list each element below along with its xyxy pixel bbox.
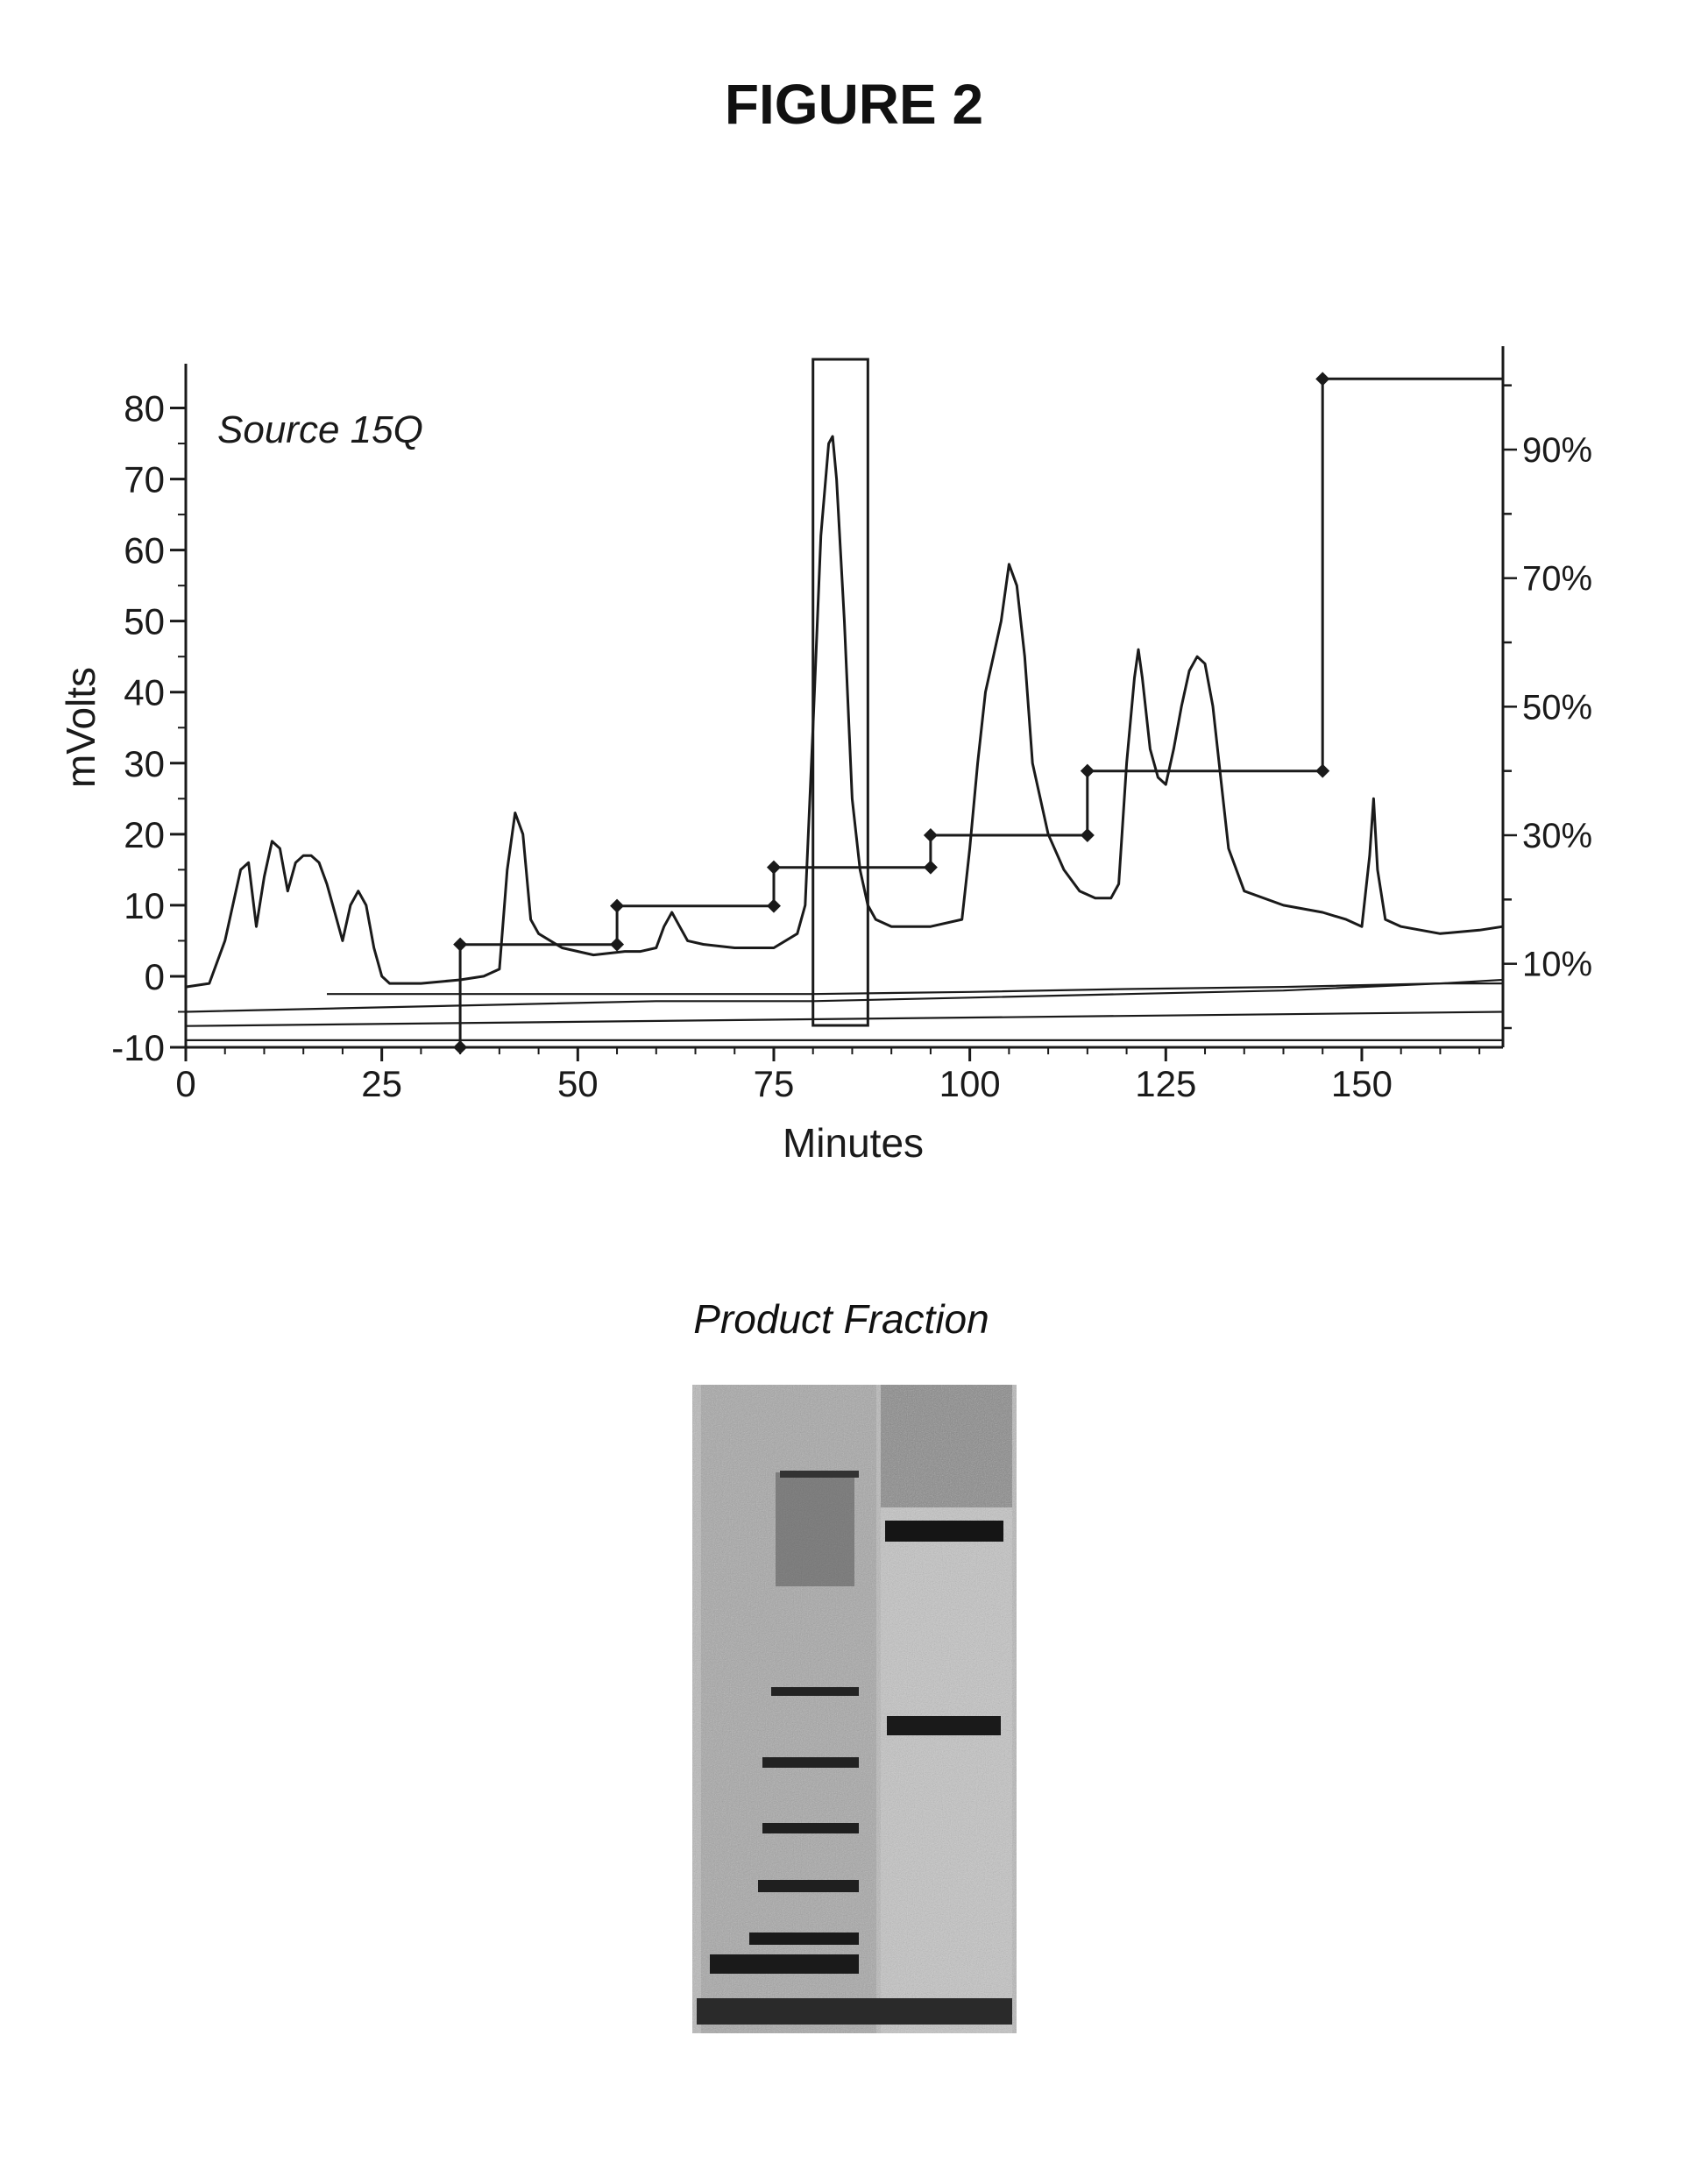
x-axis-label: Minutes: [783, 1120, 924, 1166]
y2-tick-label: 70%: [1522, 560, 1592, 599]
x-tick-label: 50: [557, 1063, 599, 1104]
y-tick-label: 10: [124, 885, 165, 926]
gel-ladder-band-2: [771, 1687, 859, 1696]
gradient-step-marker: [767, 899, 781, 913]
y2-tick-label: 90%: [1522, 431, 1592, 470]
gradient-step-marker: [1315, 372, 1329, 386]
highlight-box: [813, 359, 868, 1025]
x-tick-label: 0: [175, 1063, 195, 1104]
x-tick-label: 25: [361, 1063, 402, 1104]
gel-sample-band-2: [887, 1716, 1001, 1735]
y-tick-label: 70: [124, 459, 165, 500]
x-tick-label: 125: [1135, 1063, 1196, 1104]
y-tick-label: 60: [124, 530, 165, 571]
y-tick-label: -10: [111, 1027, 165, 1068]
y-tick-label: 30: [124, 743, 165, 784]
y-tick-label: 40: [124, 672, 165, 713]
gradient-step-marker: [924, 828, 938, 842]
x-tick-label: 150: [1331, 1063, 1393, 1104]
baseline-trace-2: [327, 980, 1503, 994]
gradient-step-marker: [610, 938, 624, 952]
y-tick-label: 0: [145, 956, 165, 997]
gel-ladder-band-3: [762, 1757, 859, 1768]
gel-ladder-smear: [776, 1472, 854, 1586]
x-tick-label: 100: [939, 1063, 1001, 1104]
gel-dye-front: [697, 1998, 1012, 2025]
y2-tick-label: 10%: [1522, 946, 1592, 984]
gradient-step-marker: [924, 861, 938, 875]
gel-title: Product Fraction: [613, 1295, 1069, 1343]
y-axis-label: mVolts: [58, 667, 103, 788]
gradient-step-marker: [1081, 828, 1095, 842]
gel-ladder-band-7: [710, 1954, 859, 1974]
gradient-step-marker: [453, 938, 467, 952]
gradient-step-marker: [1315, 764, 1329, 778]
gradient-step-marker: [610, 899, 624, 913]
gel-ladder-band-5: [758, 1880, 859, 1892]
gel-ladder-band-1: [780, 1471, 859, 1478]
chart-annotation: Source 15Q: [217, 408, 423, 451]
chromatogram-chart: 80706050403020100-10025507510012515090%7…: [0, 0, 1708, 1192]
y2-tick-label: 30%: [1522, 817, 1592, 855]
baseline-trace-3: [186, 1012, 1503, 1026]
gradient-step-marker: [453, 1040, 467, 1054]
x-tick-label: 75: [754, 1063, 795, 1104]
y-tick-label: 80: [124, 388, 165, 429]
y-tick-label: 20: [124, 814, 165, 855]
gel-sample-band-1: [885, 1521, 1003, 1542]
gel-ladder-band-4: [762, 1823, 859, 1833]
gradient-step-marker: [767, 861, 781, 875]
gel-image: [692, 1385, 1017, 2033]
y2-tick-label: 50%: [1522, 688, 1592, 727]
gradient-step-marker: [1081, 764, 1095, 778]
y-tick-label: 50: [124, 601, 165, 642]
gel-ladder-band-6: [749, 1933, 859, 1945]
uv-trace-line: [186, 436, 1503, 987]
baseline-trace-1: [186, 983, 1503, 1011]
